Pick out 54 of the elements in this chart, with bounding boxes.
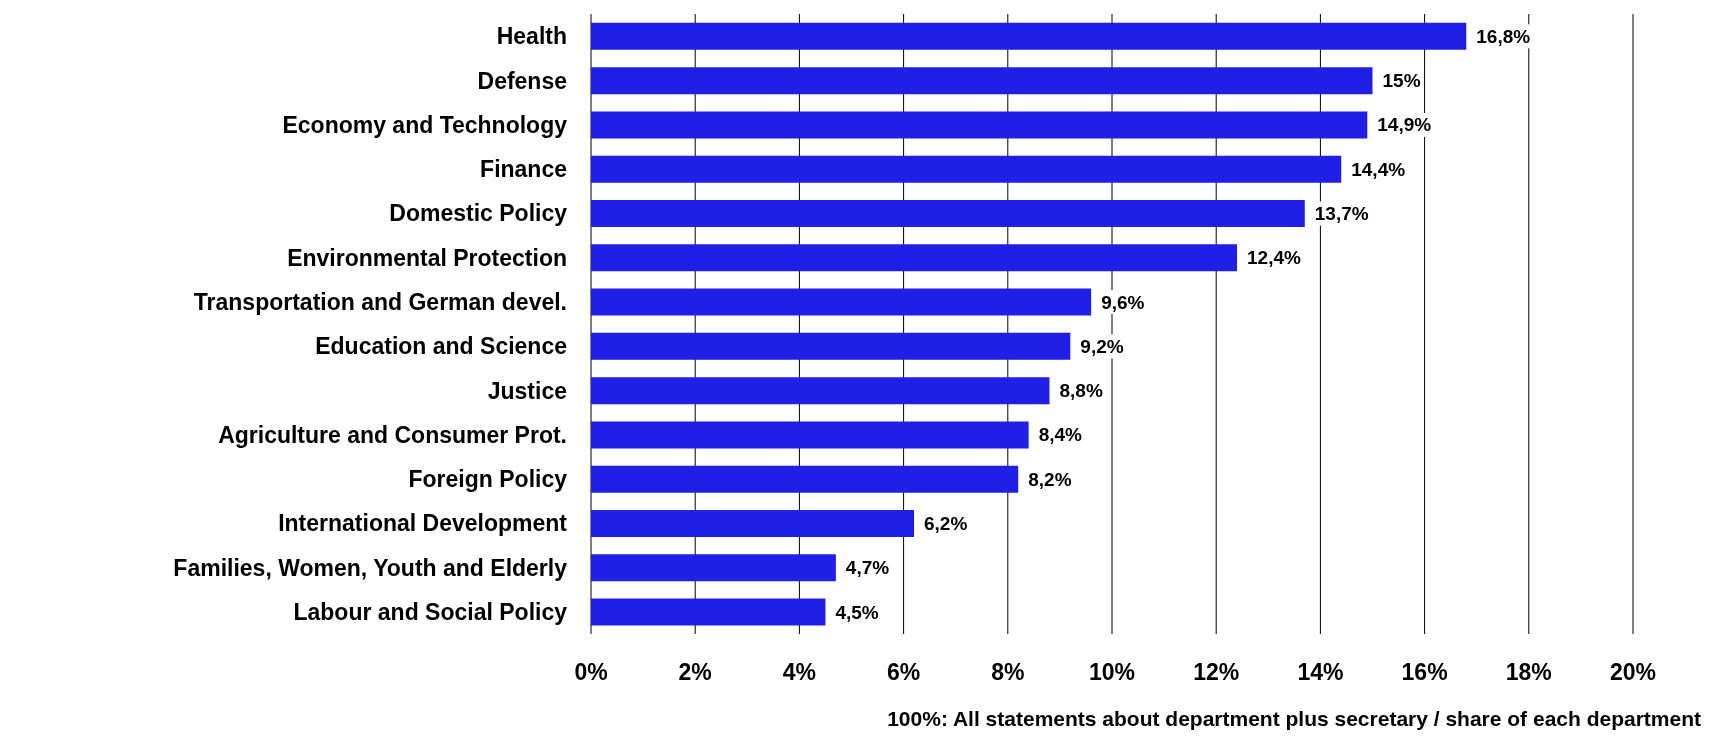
bar	[591, 288, 1092, 316]
x-tick-label: 10%	[1088, 659, 1136, 686]
data-label: 14,9%	[1377, 114, 1432, 136]
data-label: 6,2%	[924, 513, 968, 534]
bar	[591, 598, 826, 626]
x-tick-label: 18%	[1505, 659, 1552, 686]
y-tick-label: Labour and Social Policy	[293, 599, 568, 626]
bar	[591, 111, 1368, 139]
y-tick-label: Families, Women, Youth and Elderly	[173, 554, 568, 581]
bar	[591, 244, 1238, 272]
x-tick-label: 6%	[886, 659, 921, 686]
y-tick-label: Finance	[480, 156, 567, 183]
x-axis-title: 100%: All statements about department plus secretary / share of each department	[887, 707, 1702, 730]
bar	[591, 465, 1019, 493]
data-label: 4,7%	[845, 557, 890, 579]
bar	[591, 510, 915, 537]
x-tick-label: 2%	[678, 659, 712, 686]
x-tick-label: 8%	[991, 659, 1025, 686]
data-label: 9,6%	[1101, 291, 1145, 313]
data-label: 4,5%	[835, 601, 879, 623]
y-tick-label: Domestic Policy	[389, 200, 568, 227]
x-tick-label: 12%	[1193, 659, 1240, 686]
data-label: 14,4%	[1351, 158, 1406, 180]
bar	[591, 22, 1467, 50]
data-label: 15%	[1382, 70, 1421, 92]
data-label: 8,8%	[1059, 380, 1103, 402]
data-label: 9,2%	[1080, 335, 1124, 357]
bar	[591, 155, 1342, 183]
data-label: 13,7%	[1314, 203, 1369, 224]
bar	[591, 200, 1305, 227]
data-label: 8,2%	[1028, 468, 1072, 490]
data-label: 16,8%	[1476, 25, 1531, 47]
y-tick-label: Transportation and German devel.	[193, 289, 567, 316]
y-tick-label: Foreign Policy	[408, 466, 568, 493]
data-label: 12,4%	[1247, 247, 1302, 269]
y-tick-label: Agriculture and Consumer Prot.	[218, 421, 567, 448]
bar	[591, 332, 1071, 360]
x-tick-label: 4%	[782, 659, 817, 686]
bar	[591, 554, 836, 582]
y-tick-label: Education and Science	[315, 333, 567, 360]
x-tick-label: 16%	[1401, 659, 1448, 686]
y-tick-label: Justice	[487, 377, 567, 404]
y-tick-label: Environmental Protection	[287, 244, 567, 271]
bar	[591, 67, 1373, 95]
y-tick-label: Economy and Technology	[282, 111, 568, 138]
y-tick-label: Defense	[477, 67, 567, 94]
x-tick-label: 14%	[1297, 659, 1344, 686]
x-tick-label: 20%	[1609, 659, 1657, 686]
bar	[591, 377, 1050, 405]
bar	[591, 421, 1029, 449]
x-tick-label: 0%	[574, 659, 608, 686]
y-tick-label: Health	[496, 23, 567, 50]
data-label: 8,4%	[1038, 424, 1083, 446]
y-tick-label: International Development	[278, 510, 568, 537]
